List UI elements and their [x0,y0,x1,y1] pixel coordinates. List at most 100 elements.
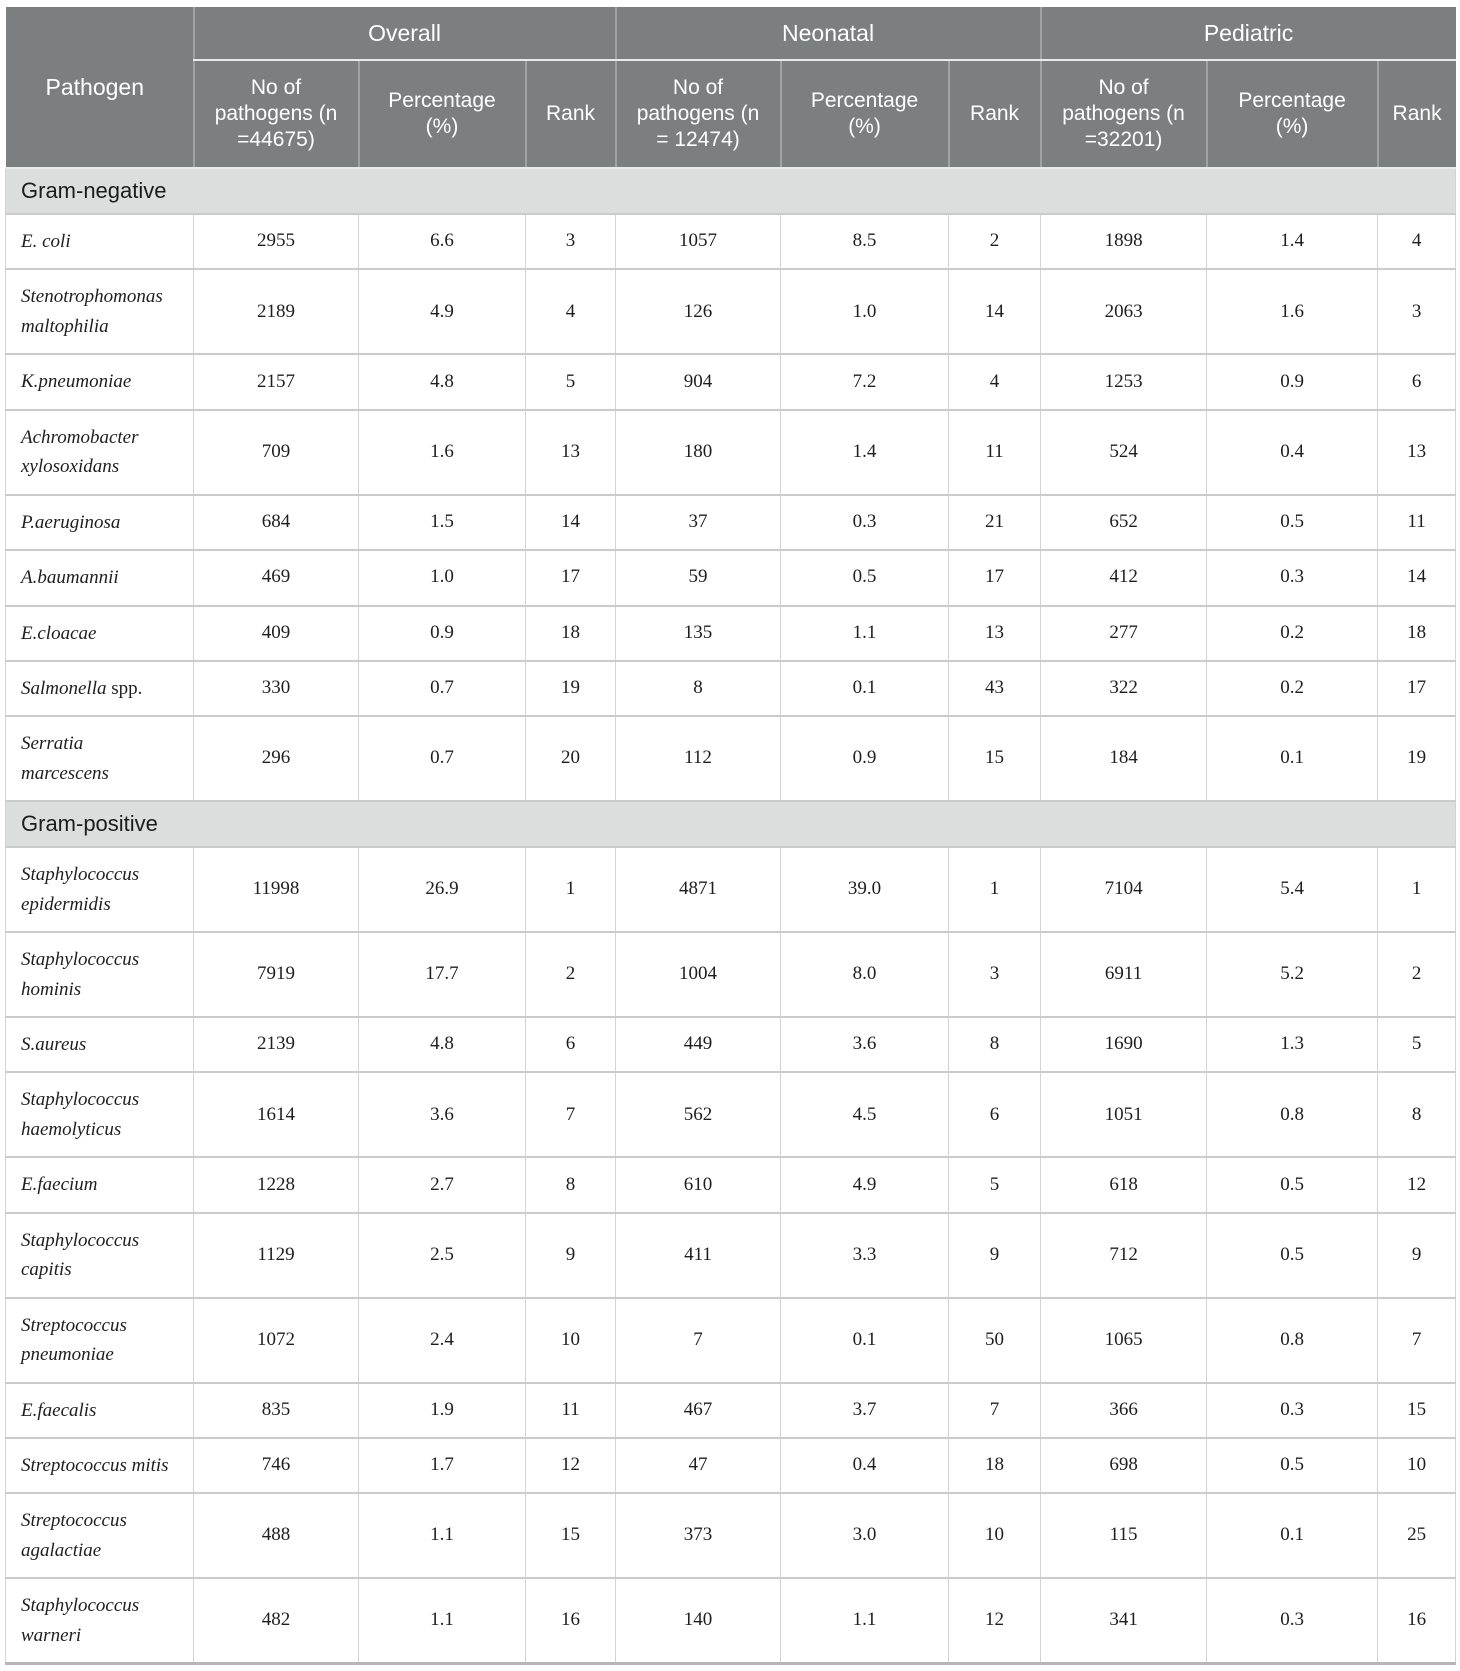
section-header-row: Gram-negative [4,167,1457,215]
value-cell: 0.3 [1206,1381,1379,1439]
value-cell: 2063 [1040,268,1208,356]
value-cell: 277 [1040,604,1208,662]
pathogen-name-italic: Salmonella [21,677,107,699]
value-cell: 524 [1040,408,1208,496]
value-cell: 4871 [615,846,782,934]
pathogen-name-italic: Staphylococcus hominis [21,949,140,1000]
table-row: Salmonella spp. 330 0.7 19 8 0.1 43 322 0.2 17 [5,659,1457,718]
column-header-overall-rank: Rank [524,59,616,169]
value-cell: 37 [615,493,782,552]
pathogen-name-cell: Staphylococcus epidermidis [5,846,194,934]
value-cell: 0.9 [780,715,950,803]
value-cell: 184 [1040,715,1208,803]
value-cell: 296 [193,715,359,803]
group-header-neonatal: Neonatal [614,7,1041,61]
value-cell: 1.4 [1206,212,1379,271]
value-cell: 469 [193,549,359,607]
value-cell: 2955 [193,212,359,271]
value-cell: 482 [193,1577,359,1665]
value-cell: 10 [948,1492,1042,1580]
value-cell: 0.5 [1206,1156,1379,1214]
value-cell: 8 [948,1015,1042,1074]
value-cell: 1.9 [358,1381,526,1439]
value-cell: 7.2 [780,353,950,411]
pathogen-name-cell: Staphylococcus warneri [5,1577,194,1665]
column-header-overall-percentage: Percentage (%) [357,59,526,169]
pathogen-name-cell: Salmonella spp. [5,659,194,718]
value-cell: 698 [1040,1436,1208,1495]
table-row: Streptococcus pneumoniae 1072 2.4 10 7 0.1 50 1… [5,1296,1457,1384]
value-cell: 373 [615,1492,782,1580]
value-cell: 1 [1377,846,1457,934]
value-cell: 835 [193,1381,359,1439]
value-cell: 16 [524,1577,617,1665]
value-cell: 412 [1040,549,1208,607]
value-cell: 43 [948,659,1042,718]
value-cell: 330 [193,659,359,718]
pathogen-name-italic: E.cloacae [21,622,97,644]
table-row: A.baumannii 469 1.0 17 59 0.5 17 412 0.3 14 [5,549,1457,607]
column-header-neonatal-percentage: Percentage (%) [779,59,949,169]
value-cell: 13 [948,604,1042,662]
value-cell: 1065 [1040,1296,1208,1384]
value-cell: 9 [948,1211,1042,1299]
pathogen-name-italic: Staphylococcus capitis [21,1229,140,1281]
table-row: E.faecalis 835 1.9 11 467 3.7 7 366 0.3 15 [5,1381,1457,1439]
column-header-pediatric-percentage: Percentage (%) [1205,59,1378,169]
value-cell: 2 [1377,931,1457,1018]
value-cell: 4 [948,353,1042,411]
value-cell: 8 [615,659,782,718]
value-cell: 19 [1377,715,1457,803]
pathogen-name-italic: Staphylococcus warneri [21,1595,140,1646]
value-cell: 11 [524,1381,617,1439]
table-body: Gram-negative E. coli 2955 6.6 3 1057 8.5 2 1898… [4,167,1457,1665]
value-cell: 0.2 [1206,604,1379,662]
value-cell: 3.7 [780,1381,950,1439]
pathogen-name-suffix: spp. [106,677,143,699]
value-cell: 3.6 [780,1015,950,1074]
value-cell: 3 [524,212,617,271]
value-cell: 7104 [1040,846,1208,934]
table-row: P.aeruginosa 684 1.5 14 37 0.3 21 652 0.5 11 [5,493,1457,552]
value-cell: 0.4 [1206,408,1379,496]
value-cell: 1.1 [358,1577,526,1665]
value-cell: 8.5 [780,212,950,271]
pathogen-name-cell: Staphylococcus haemolyticus [5,1071,194,1159]
pathogen-name-italic: E. coli [21,231,71,252]
value-cell: 1253 [1040,353,1208,411]
value-cell: 0.4 [780,1436,950,1495]
column-header-overall-count: No of pathogens (n =44675) [192,59,359,169]
value-cell: 4.9 [358,268,526,356]
value-cell: 25 [1377,1492,1457,1580]
value-cell: 0.8 [1206,1296,1379,1384]
value-cell: 341 [1040,1577,1208,1665]
value-cell: 8 [1377,1071,1457,1159]
section-label: Gram-negative [4,167,1457,215]
value-cell: 5.4 [1206,846,1379,934]
pathogen-name-cell: Stenotrophomonas maltophilia [5,268,194,356]
column-header-pathogen: Pathogen [5,7,194,169]
pathogen-name-italic: A.baumannii [21,567,119,589]
value-cell: 1228 [193,1156,359,1214]
value-cell: 0.5 [1206,493,1379,552]
sub-header-row: No of pathogens (n =44675) Percentage (%… [6,59,1456,169]
pathogen-name-italic: Streptococcus pneumoniae [21,1314,127,1366]
value-cell: 1004 [615,931,782,1018]
column-header-pediatric-count: No of pathogens (n =32201) [1039,59,1207,169]
value-cell: 13 [1377,408,1457,496]
value-cell: 180 [615,408,782,496]
value-cell: 126 [615,268,782,356]
table-row: E. coli 2955 6.6 3 1057 8.5 2 1898 1.4 4 [5,212,1457,271]
value-cell: 6911 [1040,931,1208,1018]
value-cell: 709 [193,408,359,496]
table-row: Staphylococcus epidermidis 11998 26.9 1 4871… [5,846,1457,934]
pathogen-name-cell: Staphylococcus hominis [5,931,194,1018]
value-cell: 1.5 [358,493,526,552]
value-cell: 3 [948,931,1042,1018]
value-cell: 0.3 [780,493,950,552]
value-cell: 39.0 [780,846,950,934]
value-cell: 7 [1377,1296,1457,1384]
value-cell: 467 [615,1381,782,1439]
value-cell: 4.9 [780,1156,950,1214]
value-cell: 17 [1377,659,1457,718]
